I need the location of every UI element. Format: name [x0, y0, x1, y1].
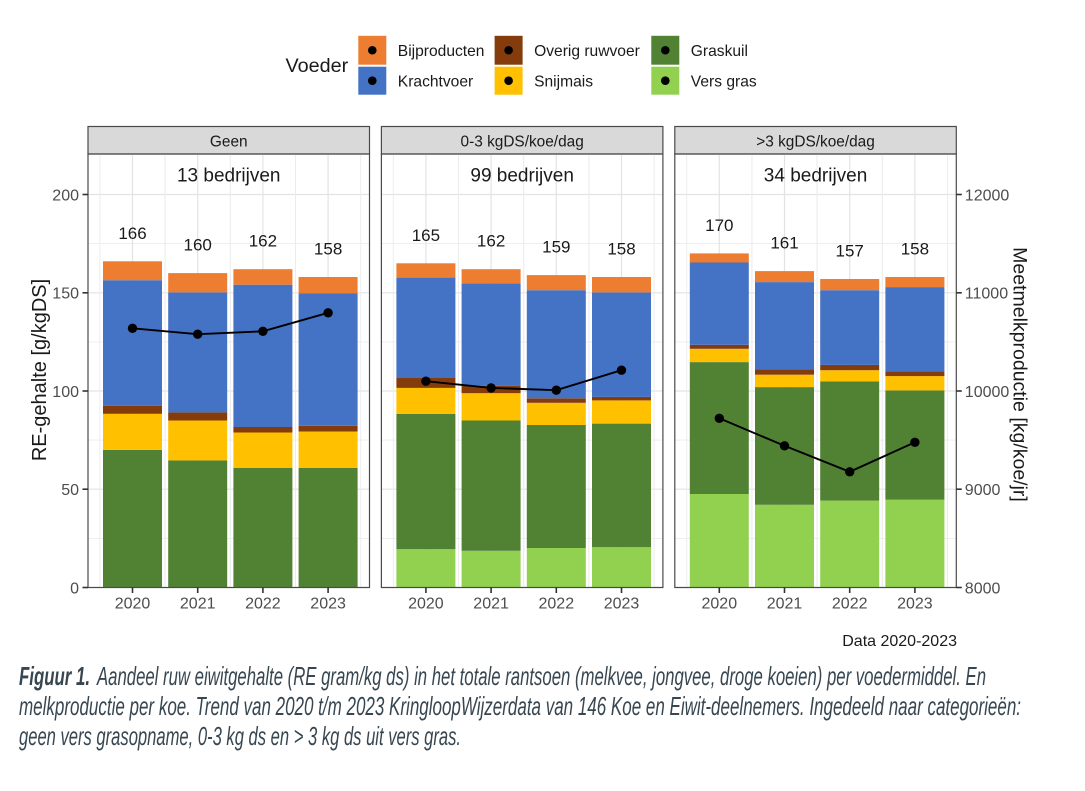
- svg-text:Vers gras: Vers gras: [691, 73, 757, 90]
- svg-text:Bijproducten: Bijproducten: [398, 43, 485, 60]
- svg-text:165: 165: [412, 226, 440, 245]
- svg-text:2021: 2021: [473, 596, 509, 613]
- svg-text:157: 157: [836, 242, 864, 261]
- svg-text:RE-gehalte [g/kgDS]: RE-gehalte [g/kgDS]: [29, 279, 51, 461]
- svg-text:161: 161: [770, 234, 798, 253]
- svg-text:Data 2020-2023: Data 2020-2023: [842, 633, 957, 650]
- svg-text:Overig ruwvoer: Overig ruwvoer: [534, 43, 640, 60]
- svg-text:Krachtvoer: Krachtvoer: [398, 73, 473, 90]
- svg-text:2023: 2023: [604, 596, 640, 613]
- svg-text:Graskuil: Graskuil: [691, 43, 748, 60]
- svg-text:0: 0: [70, 580, 79, 597]
- svg-text:9000: 9000: [965, 482, 1001, 499]
- svg-text:2020: 2020: [408, 596, 444, 613]
- svg-text:2020: 2020: [702, 596, 738, 613]
- svg-text:50: 50: [61, 482, 79, 499]
- svg-text:0-3 kgDS/koe/dag: 0-3 kgDS/koe/dag: [461, 133, 584, 150]
- svg-text:99 bedrijven: 99 bedrijven: [470, 166, 574, 187]
- svg-text:160: 160: [184, 236, 212, 255]
- svg-text:2022: 2022: [245, 596, 281, 613]
- svg-text:12000: 12000: [965, 187, 1010, 204]
- svg-text:2023: 2023: [310, 596, 346, 613]
- svg-text:13 bedrijven: 13 bedrijven: [177, 166, 281, 187]
- svg-text:158: 158: [901, 240, 929, 259]
- svg-text:2022: 2022: [539, 596, 575, 613]
- svg-text:200: 200: [52, 187, 79, 204]
- svg-text:Meetmelkproductie [kg/koe/jr]: Meetmelkproductie [kg/koe/jr]: [1009, 247, 1031, 502]
- svg-text:10000: 10000: [965, 384, 1010, 401]
- svg-text:2022: 2022: [832, 596, 868, 613]
- svg-text:158: 158: [607, 240, 635, 259]
- svg-text:166: 166: [118, 224, 146, 243]
- svg-text:159: 159: [542, 238, 570, 257]
- svg-text:2021: 2021: [767, 596, 803, 613]
- svg-text:Snijmais: Snijmais: [534, 73, 593, 90]
- svg-text:8000: 8000: [965, 580, 1001, 597]
- svg-text:162: 162: [249, 232, 277, 251]
- svg-text:>3 kgDS/koe/dag: >3 kgDS/koe/dag: [756, 133, 875, 150]
- svg-text:geen vers grasopname, 0-3 kg d: geen vers grasopname, 0-3 kg ds en > 3 k…: [19, 721, 461, 751]
- svg-text:2023: 2023: [897, 596, 933, 613]
- svg-text:100: 100: [52, 384, 79, 401]
- svg-text:11000: 11000: [965, 286, 1008, 303]
- svg-text:34 bedrijven: 34 bedrijven: [764, 166, 868, 187]
- svg-text:162: 162: [477, 232, 505, 251]
- svg-text:2021: 2021: [180, 596, 216, 613]
- svg-text:melkproductie per koe. Trend v: melkproductie per koe. Trend van 2020 t/…: [19, 691, 1021, 721]
- svg-text:Voeder: Voeder: [286, 55, 349, 77]
- svg-text:150: 150: [52, 286, 79, 303]
- svg-text:2020: 2020: [115, 596, 151, 613]
- svg-text:Figuur 1.: Figuur 1.: [19, 661, 90, 691]
- svg-text:170: 170: [705, 216, 733, 235]
- svg-text:Aandeel ruw eiwitgehalte (RE g: Aandeel ruw eiwitgehalte (RE gram/kg ds)…: [96, 661, 986, 691]
- svg-text:158: 158: [314, 240, 342, 259]
- svg-text:Geen: Geen: [210, 133, 248, 150]
